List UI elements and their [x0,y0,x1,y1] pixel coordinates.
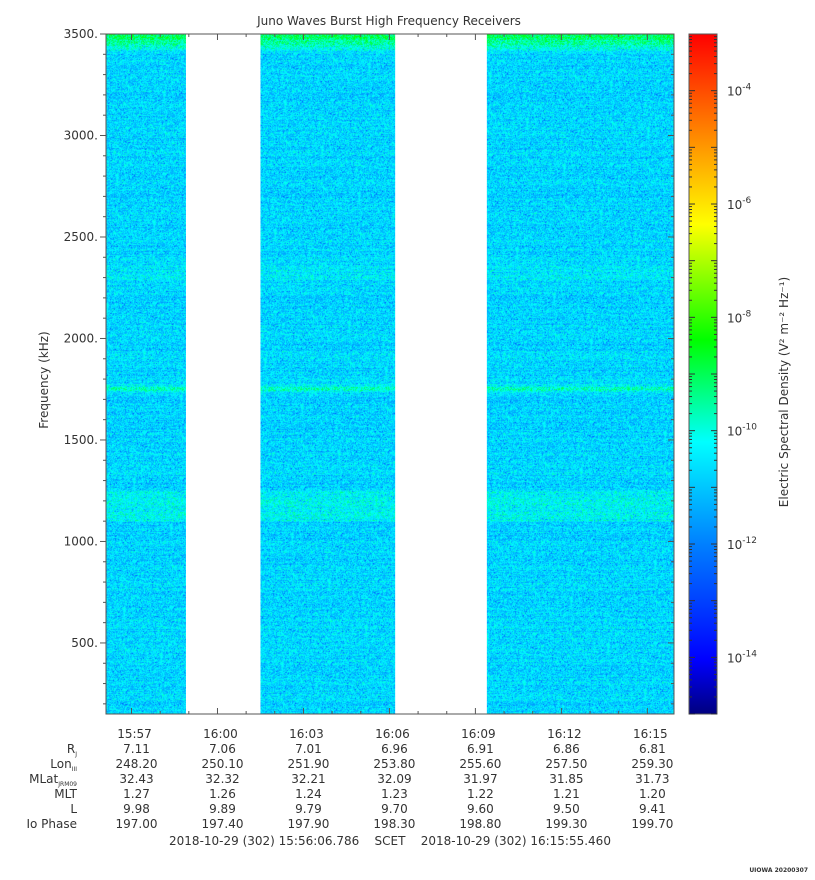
ephemeris-value: 31.97 [463,772,497,786]
ephemeris-value: 32.21 [291,772,325,786]
ephemeris-value: 6.81 [639,742,666,756]
ephemeris-value: 31.73 [635,772,669,786]
ephemeris-value: 251.90 [287,757,329,771]
ephemeris-label: LonIII [50,757,77,773]
ephemeris-label: RJ [67,742,77,758]
ephemeris-value: 6.91 [467,742,494,756]
colorbar-tick-label: 10-6 [727,196,752,212]
ephemeris-value: 197.00 [116,817,158,831]
ephemeris-value: 9.89 [209,802,236,816]
ephemeris-value: 1.23 [381,787,408,801]
data-gaps [185,34,487,714]
ephemeris-value: 197.90 [287,817,329,831]
ephemeris-value: 7.01 [295,742,322,756]
ephemeris-value: 1.24 [295,787,322,801]
ephemeris-label: MLT [54,787,77,801]
chart-title: Juno Waves Burst High Frequency Receiver… [256,14,521,28]
scet-range: 2018-10-29 (302) 15:56:06.786 SCET 2018-… [169,834,611,848]
ephemeris-value: 257.50 [545,757,587,771]
x-tick-label: 16:00 [203,727,238,741]
ephemeris-value: 6.96 [381,742,408,756]
ephemeris-value: 1.20 [639,787,666,801]
colorbar-tick-label: 10-4 [727,83,752,99]
ephemeris-label: L [70,802,77,816]
ephemeris-value: 9.41 [639,802,666,816]
ephemeris-table: RJ 7.11 7.06 7.01 6.96 6.91 6.86 6.81 LonIII 248.… [26,742,673,831]
ephemeris-value: 198.80 [459,817,501,831]
ephemeris-value: 1.26 [209,787,236,801]
ephemeris-value: 255.60 [459,757,501,771]
ephemeris-label: Io Phase [26,817,77,831]
x-tick-label: 15:57 [117,727,152,741]
x-tick-label: 16:12 [547,727,582,741]
ephemeris-value: 32.32 [205,772,239,786]
ephemeris-value: 248.20 [116,757,158,771]
colorbar-tick-label: 10-14 [727,649,757,665]
y-tick-label: 2500. [64,230,98,244]
ephemeris-value: 199.30 [545,817,587,831]
ephemeris-value: 253.80 [373,757,415,771]
data-gap [395,34,487,714]
x-tick-label: 16:03 [289,727,324,741]
ephemeris-value: 198.30 [373,817,415,831]
ephemeris-value: 7.11 [123,742,150,756]
colorbar-tick-label: 10-8 [727,309,752,325]
x-tick-label: 16:09 [461,727,496,741]
colorbar-axis: 10-4 10-6 10-8 10-10 10-12 10-14 [689,36,757,715]
ephemeris-value: 9.98 [123,802,150,816]
y-tick-label: 1500. [64,433,98,447]
y-tick-label: 1000. [64,534,98,548]
ephemeris-value: 1.21 [553,787,580,801]
ephemeris-value: 9.60 [467,802,494,816]
ephemeris-value: 9.79 [295,802,322,816]
ephemeris-label: MLatJRM09 [29,772,77,788]
ephemeris-value: 259.30 [631,757,673,771]
ephemeris-value: 250.10 [201,757,243,771]
x-tick-label: 16:15 [633,727,668,741]
ephemeris-value: 31.85 [549,772,583,786]
frequency-axis-label: Frequency (kHz) [37,331,51,428]
data-gap [185,34,261,714]
ephemeris-value: 32.09 [377,772,411,786]
colorbar-label: Electric Spectral Density (V² m⁻² Hz⁻¹) [777,277,791,507]
ephemeris-value: 6.86 [553,742,580,756]
plot-frame [105,33,675,715]
ephemeris-value: 197.40 [201,817,243,831]
y-tick-label: 3500. [64,27,98,41]
ephemeris-value: 9.70 [381,802,408,816]
x-tick-label: 16:06 [375,727,410,741]
y-tick-label: 2000. [64,331,98,345]
colorbar-tick-label: 10-12 [727,536,757,552]
ephemeris-value: 9.50 [553,802,580,816]
ephemeris-value: 32.43 [119,772,153,786]
colorbar-tick-label: 10-10 [727,423,757,439]
y-tick-label: 500. [71,636,98,650]
ephemeris-value: 199.70 [631,817,673,831]
frequency-axis: 500. 1000. 1500. 2000. 2500. 3000. 3500. [64,27,674,705]
ephemeris-value: 1.22 [467,787,494,801]
ephemeris-value: 7.06 [209,742,236,756]
footer-stamp: UIOWA 20200307 [749,867,808,874]
y-tick-label: 3000. [64,128,98,142]
ephemeris-value: 1.27 [123,787,150,801]
time-axis: 15:57 16:00 16:03 16:06 16:09 16:12 16:15 [117,34,668,741]
